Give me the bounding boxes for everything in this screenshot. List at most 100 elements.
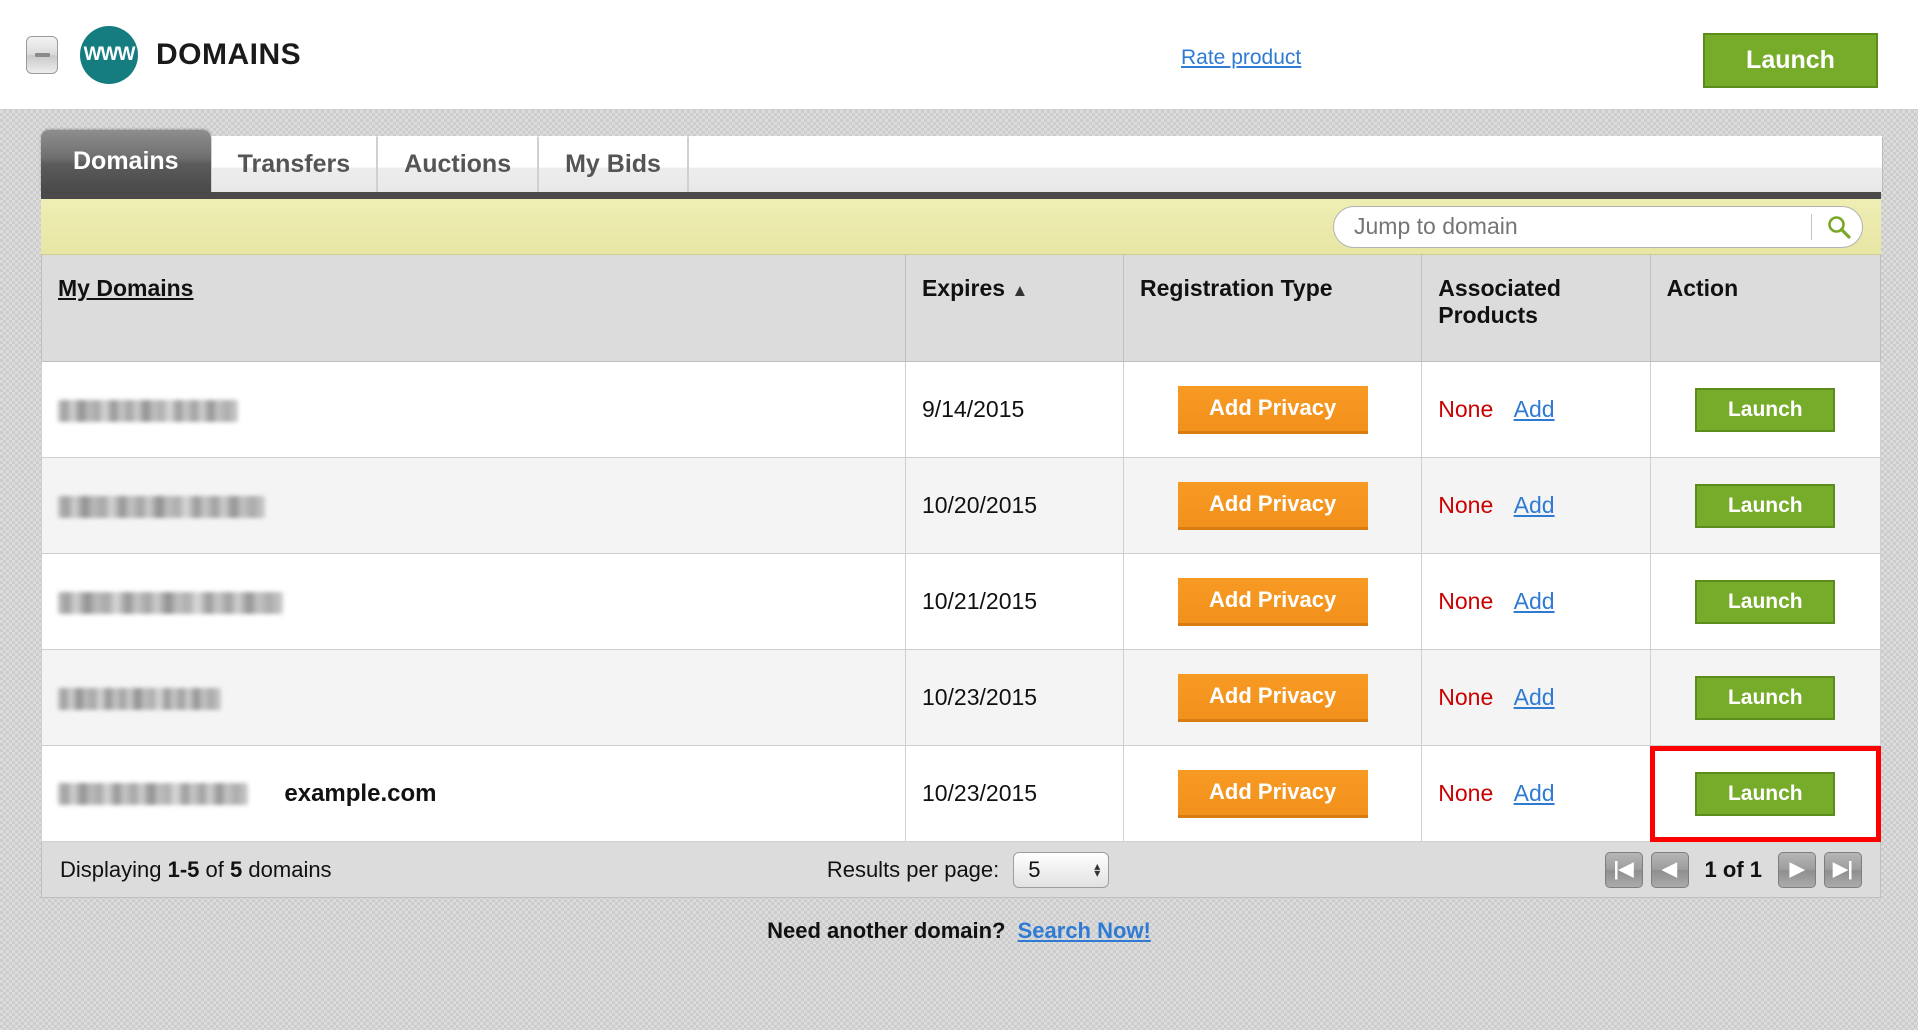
redacted-domain-name <box>58 782 248 805</box>
cell-expires: 10/23/2015 <box>904 745 1125 842</box>
cell-associated-products: None Add <box>1421 361 1651 458</box>
www-logo-icon: WWW <box>80 25 138 84</box>
displaying-range: 1-5 <box>167 856 200 882</box>
add-privacy-button[interactable]: Add Privacy <box>1177 481 1368 530</box>
tab-transfers[interactable]: Transfers <box>210 136 378 192</box>
search-now-link[interactable]: Search Now! <box>1017 918 1151 943</box>
add-privacy-button[interactable]: Add Privacy <box>1177 769 1368 818</box>
minus-icon <box>34 52 50 57</box>
header-associated-products: Associated Products <box>1421 255 1651 362</box>
tab-my-bids[interactable]: My Bids <box>538 136 688 192</box>
tab-auctions-label: Auctions <box>404 150 512 178</box>
displaying-prefix: Displaying <box>60 856 162 882</box>
www-logo-text: WWW <box>83 43 136 65</box>
tab-auctions[interactable]: Auctions <box>377 136 539 192</box>
displaying-status: Displaying 1-5 of 5 domains <box>60 857 332 883</box>
add-privacy-button[interactable]: Add Privacy <box>1177 577 1368 626</box>
results-per-page-label: Results per page: <box>826 856 1000 882</box>
sort-ascending-icon: ▲ <box>1011 281 1029 300</box>
cell-action: Launch <box>1649 553 1882 650</box>
header-expires-label: Expires <box>921 275 1006 301</box>
cell-action: Launch <box>1649 649 1882 746</box>
header-my-domains[interactable]: My Domains <box>41 255 906 362</box>
search-input[interactable] <box>1352 212 1807 241</box>
tab-domains-label: Domains <box>73 146 179 175</box>
table-row: 10/20/2015 Add Privacy None Add Launch <box>41 457 1882 554</box>
add-privacy-button[interactable]: Add Privacy <box>1177 385 1368 434</box>
example-domain-label: example.com <box>284 779 437 807</box>
cell-expires: 10/20/2015 <box>904 457 1125 554</box>
cell-registration-type: Add Privacy <box>1122 649 1423 746</box>
pagination-first-icon[interactable]: |◀ <box>1604 851 1643 888</box>
associated-add-link[interactable]: Add <box>1513 684 1555 710</box>
search-divider <box>1811 213 1812 240</box>
domains-panel: My Domains Expires ▲ Registration Type A… <box>41 192 1882 898</box>
row-launch-button[interactable]: Launch <box>1695 483 1836 528</box>
results-per-page-select[interactable]: 5 ▴ ▾ <box>1013 851 1110 888</box>
displaying-suffix: domains <box>248 856 332 882</box>
row-launch-button[interactable]: Launch <box>1695 387 1836 432</box>
associated-none-label: None <box>1438 588 1494 614</box>
associated-add-link[interactable]: Add <box>1513 780 1555 806</box>
header-expires[interactable]: Expires ▲ <box>904 255 1125 362</box>
associated-add-link[interactable]: Add <box>1513 492 1555 518</box>
table-row: 9/14/2015 Add Privacy None Add Launch <box>41 361 1882 458</box>
cell-associated-products: None Add <box>1421 745 1651 842</box>
domains-table-body: 9/14/2015 Add Privacy None Add Launch <box>41 361 1882 842</box>
search-bar <box>41 199 1881 255</box>
add-privacy-button[interactable]: Add Privacy <box>1177 673 1368 722</box>
cell-associated-products: None Add <box>1421 457 1651 554</box>
header-launch-button[interactable]: Launch <box>1703 33 1878 88</box>
results-per-page-value: 5 <box>1028 856 1041 882</box>
tab-transfers-label: Transfers <box>237 150 351 178</box>
tab-domains[interactable]: Domains <box>41 130 211 192</box>
rate-product-link[interactable]: Rate product <box>1181 46 1302 69</box>
cell-domain-name: example.com <box>41 745 906 842</box>
row-launch-button[interactable]: Launch <box>1695 675 1836 720</box>
need-another-domain: Need another domain? Search Now! <box>35 918 1883 944</box>
associated-add-link[interactable]: Add <box>1513 588 1555 614</box>
pagination-prev-icon[interactable]: ◀ <box>1650 851 1689 888</box>
header-action: Action <box>1649 255 1882 362</box>
table-row: example.com 10/23/2015 Add Privacy None … <box>41 745 1882 842</box>
tab-my-bids-label: My Bids <box>565 150 661 178</box>
cell-registration-type: Add Privacy <box>1122 457 1423 554</box>
redacted-domain-name <box>58 687 221 710</box>
header-my-domains-label[interactable]: My Domains <box>58 275 194 301</box>
row-launch-button-highlighted[interactable]: Launch <box>1695 771 1836 816</box>
associated-add-link[interactable]: Add <box>1513 396 1555 422</box>
cell-expires: 10/21/2015 <box>904 553 1125 650</box>
cell-action: Launch <box>1649 457 1882 554</box>
table-row: 10/23/2015 Add Privacy None Add Launch <box>41 649 1882 746</box>
table-header-row: My Domains Expires ▲ Registration Type A… <box>41 255 1882 362</box>
pagination-last-icon[interactable]: ▶| <box>1824 851 1862 888</box>
stepper-arrows-icon: ▴ ▾ <box>1094 858 1101 880</box>
cell-expires: 10/23/2015 <box>904 649 1125 746</box>
cell-action: Launch <box>1649 361 1882 458</box>
search-icon[interactable] <box>1822 210 1856 244</box>
pagination-next-icon[interactable]: ▶ <box>1778 851 1816 888</box>
row-launch-button[interactable]: Launch <box>1695 579 1836 624</box>
associated-none-label: None <box>1438 780 1494 806</box>
table-row: 10/21/2015 Add Privacy None Add Launch <box>41 553 1882 650</box>
pagination-label: 1 of 1 <box>1704 856 1762 882</box>
page-background: Domains Transfers Auctions My Bids <box>0 110 1918 1030</box>
header-registration-type: Registration Type <box>1122 255 1423 362</box>
cell-domain-name <box>41 553 906 650</box>
table-footer: Displaying 1-5 of 5 domains Results per … <box>41 842 1881 898</box>
displaying-total: 5 <box>230 856 243 882</box>
associated-none-label: None <box>1438 396 1494 422</box>
collapse-button[interactable] <box>26 35 58 74</box>
results-per-page-group: Results per page: 5 ▴ ▾ <box>332 851 1605 888</box>
domains-table: My Domains Expires ▲ Registration Type A… <box>41 255 1882 842</box>
cell-expires: 9/14/2015 <box>904 361 1125 458</box>
cell-domain-name <box>41 649 906 746</box>
redacted-domain-name <box>58 399 238 422</box>
pagination-controls: |◀ ◀ 1 of 1 ▶ ▶| <box>1604 851 1862 888</box>
app-header: WWW DOMAINS Rate product Launch <box>0 0 1918 110</box>
redacted-domain-name <box>58 495 265 518</box>
cell-domain-name <box>41 457 906 554</box>
redacted-domain-name <box>58 591 283 614</box>
search-box[interactable] <box>1333 205 1863 248</box>
need-another-domain-text: Need another domain? <box>767 918 1006 943</box>
